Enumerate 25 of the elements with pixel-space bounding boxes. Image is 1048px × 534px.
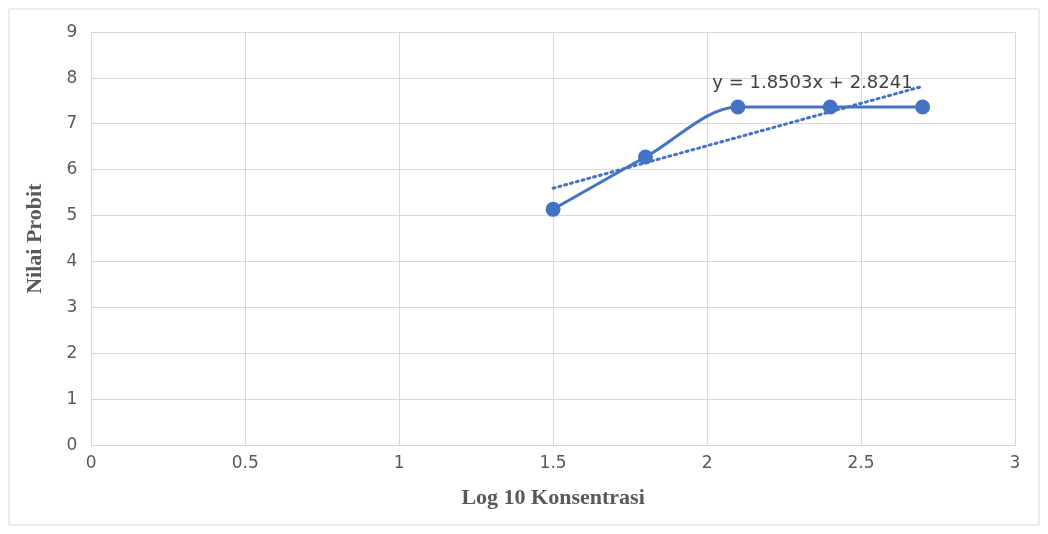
y-tick-label: 4 (66, 250, 78, 271)
point (545, 201, 561, 217)
y-tick-label: 9 (66, 20, 78, 41)
y-tick-label: 2 (66, 341, 78, 362)
y-tick-label: 0 (66, 433, 78, 454)
x-tick-label: 1 (393, 451, 405, 472)
x-tick-label: 2 (701, 451, 713, 472)
point (637, 149, 653, 165)
y-tick-label: 7 (66, 112, 78, 133)
point (730, 99, 746, 115)
x-axis-title: Log 10 Konsentrasi (461, 484, 645, 510)
y-tick-label: 3 (66, 295, 78, 316)
x-tick-label: 3 (1009, 451, 1021, 472)
x-tick-label: 0 (85, 451, 97, 472)
y-tick-label: 1 (66, 387, 78, 408)
annotation: y = 1.8503x + 2.8241 (712, 71, 913, 93)
point (822, 99, 838, 115)
x-tick-label: 1.5 (539, 451, 567, 472)
y-tick-label: 5 (66, 204, 78, 225)
y-axis-title: Nilai Probit (20, 182, 46, 294)
y-tick-label: 8 (66, 66, 78, 87)
x-tick-label: 0.5 (231, 451, 259, 472)
x-tick-label: 2.5 (847, 451, 875, 472)
point (915, 99, 931, 115)
y-tick-label: 6 (66, 158, 78, 179)
